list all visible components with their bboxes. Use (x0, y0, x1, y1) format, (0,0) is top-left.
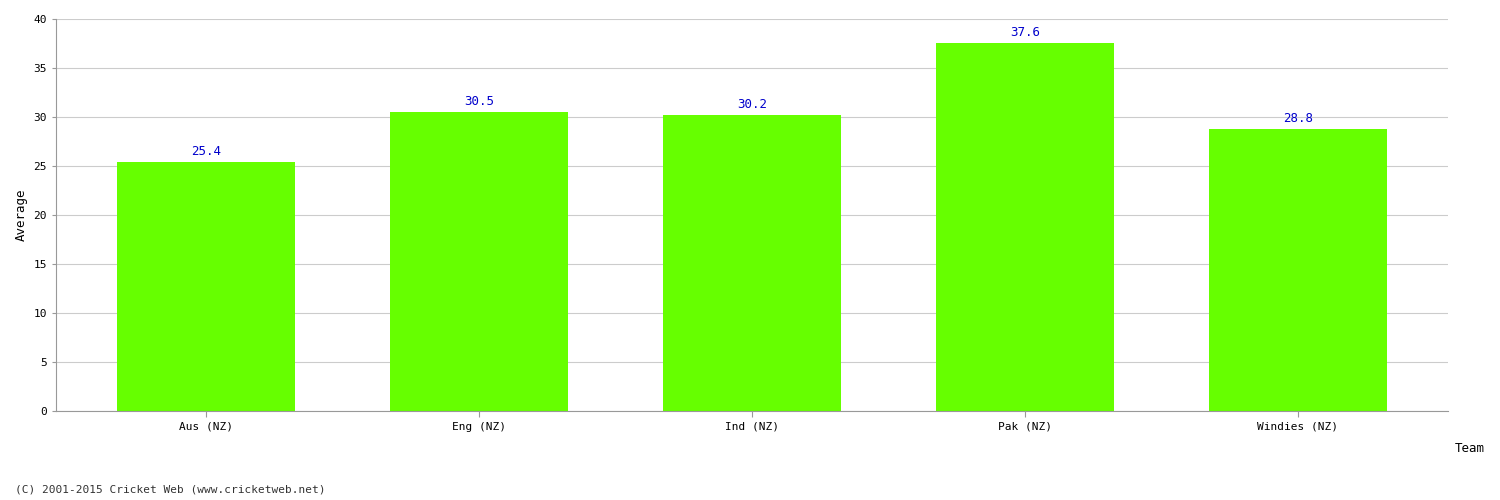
Text: 37.6: 37.6 (1010, 26, 1040, 38)
Text: Team: Team (1455, 442, 1485, 455)
Text: 25.4: 25.4 (190, 146, 220, 158)
Bar (936, 42, 1113, 412)
Bar (1209, 129, 1386, 412)
Y-axis label: Average: Average (15, 189, 28, 242)
Text: 30.5: 30.5 (464, 96, 494, 108)
Text: 28.8: 28.8 (1282, 112, 1312, 125)
Text: (C) 2001-2015 Cricket Web (www.cricketweb.net): (C) 2001-2015 Cricket Web (www.cricketwe… (15, 485, 326, 495)
Bar (117, 162, 296, 412)
Text: 30.2: 30.2 (736, 98, 766, 111)
Bar (663, 115, 842, 412)
Bar (390, 112, 568, 412)
